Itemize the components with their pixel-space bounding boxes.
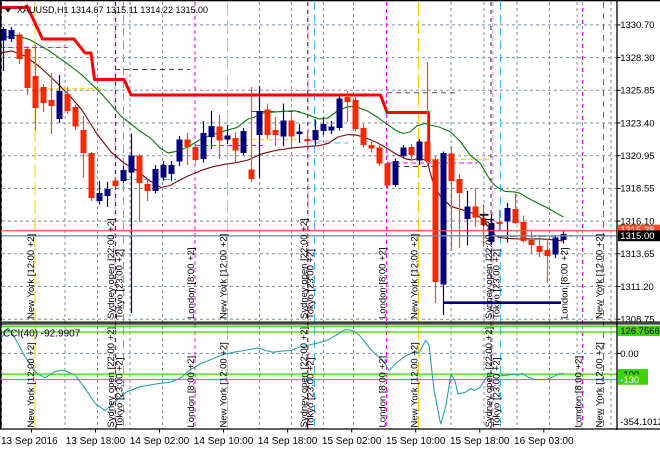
svg-text:13 Sep 18:00: 13 Sep 18:00 (66, 436, 126, 447)
svg-text:Sydney open [22:00 +2]: Sydney open [22:00 +2] (106, 327, 117, 428)
svg-text:New York [12:00 +2]: New York [12:00 +2] (26, 234, 37, 319)
svg-text:-130: -130 (620, 375, 639, 386)
svg-text:1323.40: 1323.40 (620, 118, 654, 129)
svg-text:New York [12:00 +2]: New York [12:00 +2] (595, 234, 606, 319)
svg-text:London [8:00 +2]: London [8:00 +2] (574, 356, 585, 428)
svg-text:15 Sep 02:00: 15 Sep 02:00 (322, 436, 382, 447)
svg-text:1325.85: 1325.85 (620, 86, 654, 97)
svg-text:14 Sep 18:00: 14 Sep 18:00 (258, 436, 318, 447)
svg-text:London [8:00 +2]: London [8:00 +2] (186, 247, 197, 319)
svg-text:15 Sep 18:00: 15 Sep 18:00 (450, 436, 510, 447)
svg-text:London [8:00 +2]: London [8:00 +2] (186, 356, 197, 428)
svg-text:Tokyo [23:00 +2]: Tokyo [23:00 +2] (306, 358, 317, 428)
svg-text:15 Sep 10:00: 15 Sep 10:00 (386, 436, 446, 447)
svg-text:1308.75: 1308.75 (620, 315, 654, 326)
svg-text:14 Sep 10:00: 14 Sep 10:00 (194, 436, 254, 447)
svg-text:0.00: 0.00 (620, 349, 639, 360)
svg-text:London [8:00 +2]: London [8:00 +2] (378, 247, 389, 319)
svg-text:Tokyo [23:00 +2]: Tokyo [23:00 +2] (115, 249, 126, 319)
svg-text:Sydney open [22:00 +2]: Sydney open [22:00 +2] (106, 218, 117, 319)
svg-text:CCI(40) -92.9907: CCI(40) -92.9907 (3, 329, 81, 340)
svg-text:London [8:00 +2]: London [8:00 +2] (378, 356, 389, 428)
svg-text:Sydney open [22:00 +2]: Sydney open [22:00 +2] (484, 327, 495, 428)
svg-text:New York [12:00 +2]: New York [12:00 +2] (595, 342, 606, 427)
svg-text:Sydney open [22:00 +2]: Sydney open [22:00 +2] (299, 218, 310, 319)
svg-text:1320.95: 1320.95 (620, 151, 654, 162)
svg-text:14 Sep 02:00: 14 Sep 02:00 (130, 436, 190, 447)
svg-text:1318.55: 1318.55 (620, 184, 654, 195)
svg-text:1313.65: 1313.65 (620, 249, 654, 260)
svg-text:-354.1012: -354.1012 (620, 417, 660, 428)
svg-text:New York [12:00 +2]: New York [12:00 +2] (410, 342, 421, 427)
svg-text:New York [12:00 +2]: New York [12:00 +2] (219, 342, 230, 427)
svg-text:New York [12:00 +2]: New York [12:00 +2] (26, 342, 37, 427)
svg-text:Tokyo [23:00 +2]: Tokyo [23:00 +2] (115, 358, 126, 428)
svg-text:New York [12:00 +2]: New York [12:00 +2] (410, 234, 421, 319)
svg-text:13 Sep 2016: 13 Sep 2016 (1, 436, 58, 447)
svg-text:1311.20: 1311.20 (620, 282, 654, 293)
svg-text:Sydney open [22:00 +2]: Sydney open [22:00 +2] (484, 218, 495, 319)
svg-text:Tokyo [23:00 +2]: Tokyo [23:00 +2] (492, 358, 503, 428)
svg-text:1316.10: 1316.10 (620, 216, 654, 227)
svg-text:Tokyo [23:00 +2]: Tokyo [23:00 +2] (306, 249, 317, 319)
svg-text:1330.70: 1330.70 (620, 20, 654, 31)
svg-text:126.7566: 126.7566 (620, 326, 660, 337)
svg-text:Sydney open [22:00 +2]: Sydney open [22:00 +2] (299, 327, 310, 428)
svg-text:New York [12:00 +2]: New York [12:00 +2] (219, 234, 230, 319)
svg-text:1315.00: 1315.00 (620, 231, 654, 242)
svg-text:16 Sep 03:00: 16 Sep 03:00 (514, 436, 574, 447)
svg-text:Tokyo [23:00 +2]: Tokyo [23:00 +2] (492, 249, 503, 319)
svg-text:XAUUSD,H1 1314.67 1315.11 131: XAUUSD,H1 1314.67 1315.11 1314.22 1315.0… (17, 5, 208, 15)
svg-text:London [8:00 +2]: London [8:00 +2] (560, 247, 571, 319)
svg-text:1328.30: 1328.30 (620, 53, 654, 64)
